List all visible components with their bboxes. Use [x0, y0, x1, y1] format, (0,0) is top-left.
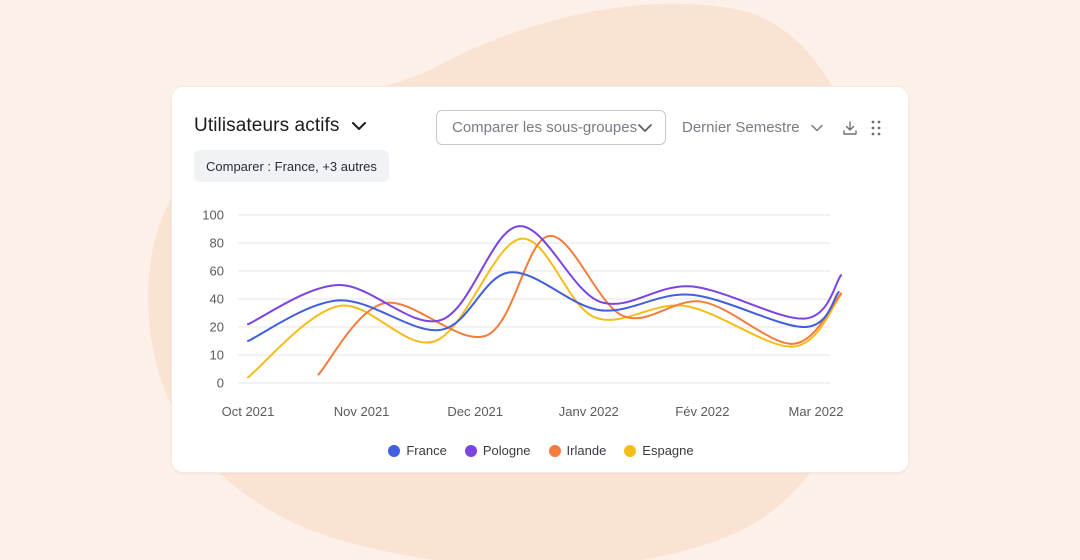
chevron-down-icon [810, 124, 823, 131]
period-label: Dernier Semestre [682, 119, 800, 136]
compare-subgroups-select[interactable]: Comparer les sous-groupes [436, 110, 666, 145]
legend-item-irlande[interactable]: Irlande [548, 443, 607, 458]
legend-item-espagne[interactable]: Espagne [624, 443, 694, 458]
chevron-down-icon [351, 122, 366, 130]
x-tick-label: Oct 2021 [222, 404, 275, 419]
series-line-pologne [247, 225, 842, 326]
compare-chip[interactable]: Comparer : France, +3 autres [194, 150, 389, 182]
period-selector[interactable]: Dernier Semestre [682, 119, 824, 136]
metric-selector[interactable]: Utilisateurs actifs [194, 115, 368, 137]
x-tick-label: Mar 2022 [789, 404, 844, 419]
legend-label: Irlande [566, 443, 607, 458]
legend-dot [388, 444, 401, 457]
legend-dot [464, 444, 477, 457]
x-tick-label: Dec 2021 [447, 404, 503, 419]
chart-card: Utilisateurs actifs Comparer les sous-gr… [171, 86, 909, 473]
y-tick-label: 20 [210, 320, 224, 335]
legend-item-pologne[interactable]: Pologne [464, 443, 531, 458]
chart-legend: France Pologne Irlande Espagne [172, 443, 910, 458]
series-line-espagne [247, 237, 842, 379]
y-tick-label: 100 [202, 208, 224, 223]
drag-handle-icon[interactable] [869, 119, 883, 137]
y-tick-label: 10 [210, 348, 224, 363]
x-tick-label: Nov 2021 [334, 404, 390, 419]
legend-dot [548, 444, 561, 457]
legend-label: France [406, 443, 447, 458]
legend-item-france[interactable]: France [388, 443, 447, 458]
compare-chip-label: Comparer : France, +3 autres [206, 158, 377, 174]
compare-subgroups-placeholder: Comparer les sous-groupes [452, 119, 638, 136]
y-tick-label: 60 [210, 264, 224, 279]
chevron-down-icon [638, 124, 652, 132]
legend-label: Pologne [482, 443, 531, 458]
legend-label: Espagne [642, 443, 694, 458]
line-chart: 0 10 20 40 60 80 100 Oct 2021 Nov 2021 Dec 2021 Ja… [202, 208, 844, 420]
x-tick-label: Janv 2022 [559, 404, 619, 419]
y-tick-label: 80 [210, 236, 224, 251]
chart-title: Utilisateurs actifs [194, 115, 340, 136]
series-line-france [247, 271, 840, 342]
series-line-irlande [317, 234, 842, 376]
y-tick-label: 0 [217, 376, 224, 391]
y-tick-label: 40 [210, 292, 224, 307]
legend-dot [624, 444, 637, 457]
x-tick-label: Fév 2022 [675, 404, 729, 419]
download-icon[interactable] [842, 120, 858, 136]
